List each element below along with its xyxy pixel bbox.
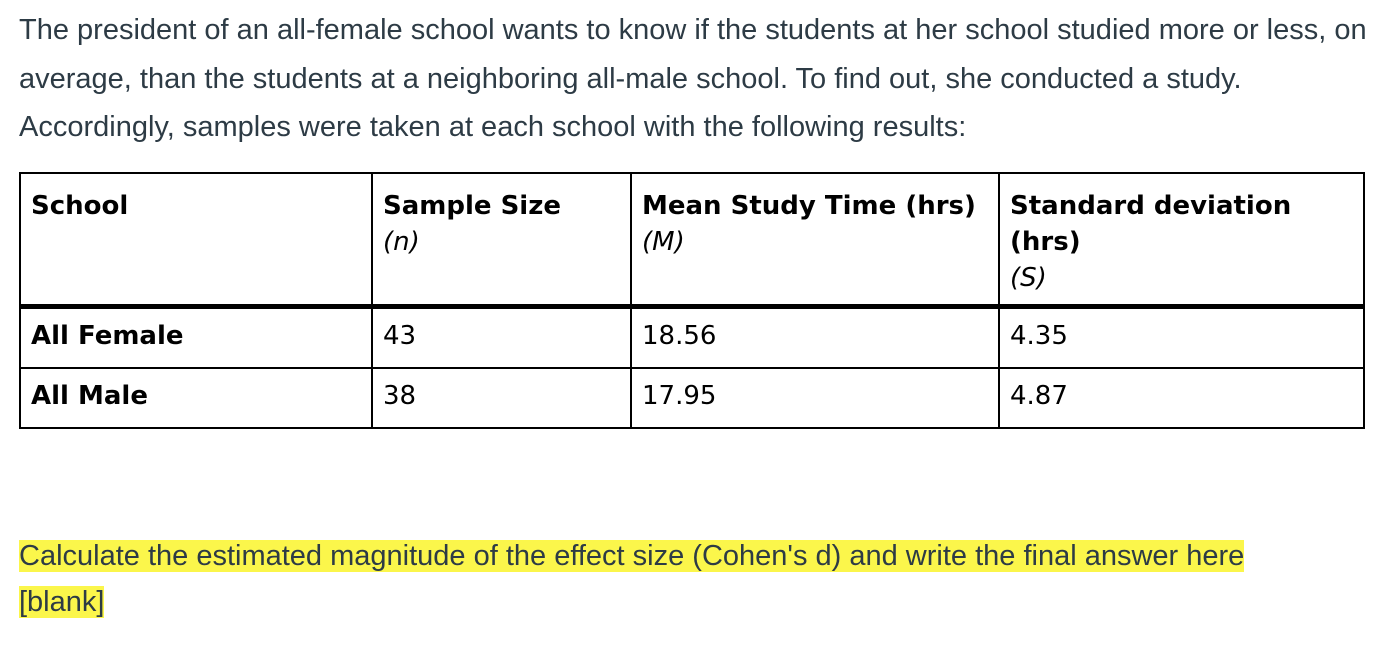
table-row: All Male 38 17.95 4.87: [19, 367, 1365, 429]
header-mean-label: Mean Study Time (hrs): [642, 191, 976, 221]
cell-sample-size: 43: [371, 305, 632, 369]
table-row: All Female 43 18.56 4.35: [19, 305, 1365, 369]
cell-sd: 4.35: [998, 305, 1365, 369]
header-sd-symbol: (S): [1010, 263, 1047, 293]
header-sample-size: Sample Size (n): [371, 172, 632, 309]
question-prompt: Calculate the estimated magnitude of the…: [19, 533, 1359, 625]
header-mean-symbol: (M): [642, 227, 685, 257]
cell-mean: 18.56: [630, 305, 1000, 369]
answer-blank[interactable]: [blank]: [19, 586, 105, 618]
header-sample-size-symbol: (n): [383, 227, 420, 257]
table-header-row: School Sample Size (n) Mean Study Time (…: [19, 172, 1365, 309]
cell-mean: 17.95: [630, 367, 1000, 429]
header-sd: Standard deviation (hrs) (S): [998, 172, 1365, 309]
header-school: School: [19, 172, 373, 309]
header-mean: Mean Study Time (hrs) (M): [630, 172, 1000, 309]
cell-school: All Male: [19, 367, 373, 429]
header-sample-size-label: Sample Size: [383, 191, 561, 221]
cell-sample-size: 38: [371, 367, 632, 429]
cell-school: All Female: [19, 305, 373, 369]
problem-statement: The president of an all-female school wa…: [19, 14, 1367, 143]
header-school-label: School: [31, 191, 129, 221]
results-table: School Sample Size (n) Mean Study Time (…: [19, 172, 1365, 429]
question-text: Calculate the estimated magnitude of the…: [19, 540, 1245, 572]
cell-sd: 4.87: [998, 367, 1365, 429]
header-sd-label: Standard deviation (hrs): [1010, 191, 1292, 257]
